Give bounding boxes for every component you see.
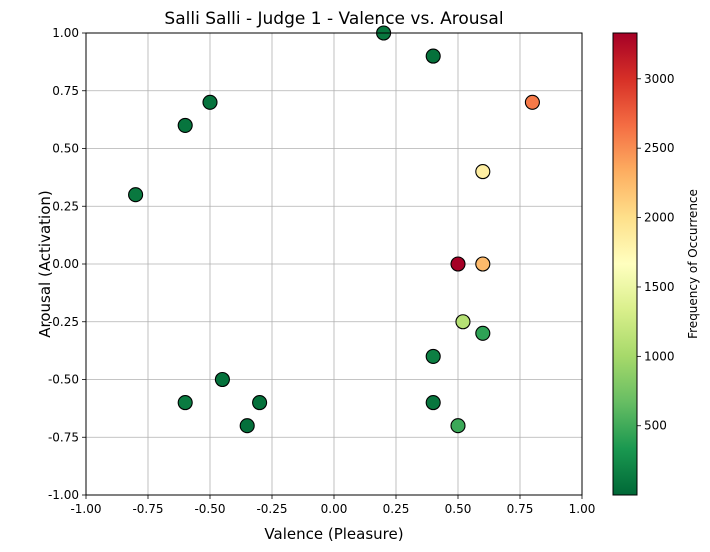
data-point <box>475 256 491 272</box>
grid-lines <box>85 32 583 496</box>
colorbar-ticks: 500 1000 1500 2000 2500 3000 <box>637 72 675 433</box>
data-point <box>239 418 255 434</box>
data-point <box>524 94 540 110</box>
data-point <box>425 48 441 64</box>
y-tick-label: 0.00 <box>52 257 79 271</box>
x-tick-label: 0.25 <box>383 502 410 516</box>
colorbar-tick-label: 1000 <box>644 349 675 363</box>
x-axis-ticks: -1.00 -0.75 -0.50 -0.25 0.00 0.25 0.50 0.75 1.00 <box>70 495 595 516</box>
chart-title: Salli Salli - Judge 1 - Valence vs. Arou… <box>164 9 503 29</box>
y-tick-label: 1.00 <box>52 26 79 40</box>
y-tick-label: 0.25 <box>52 199 79 213</box>
data-point <box>425 348 441 364</box>
colorbar <box>612 32 638 496</box>
x-tick-label: -1.00 <box>70 502 101 516</box>
colorbar-tick-label: 500 <box>644 419 667 433</box>
data-points <box>128 25 540 434</box>
colorbar-tick-label: 2500 <box>644 141 675 155</box>
x-tick-label: 0.75 <box>507 502 534 516</box>
y-tick-label: -0.25 <box>48 315 79 329</box>
y-tick-label: -1.00 <box>48 488 79 502</box>
x-tick-label: -0.50 <box>194 502 225 516</box>
x-tick-label: -0.25 <box>256 502 287 516</box>
data-point <box>455 314 471 330</box>
colorbar-tick-label: 3000 <box>644 72 675 86</box>
x-tick-label: 0.50 <box>445 502 472 516</box>
colorbar-label: Frequency of Occurrence <box>686 189 700 339</box>
x-tick-label: 0.00 <box>321 502 348 516</box>
data-point <box>202 94 218 110</box>
x-tick-label: -0.75 <box>132 502 163 516</box>
y-tick-label: 0.50 <box>52 142 79 156</box>
data-point <box>450 418 466 434</box>
data-point <box>177 395 193 411</box>
y-tick-label: -0.50 <box>48 373 79 387</box>
data-point <box>177 117 193 133</box>
data-point <box>128 187 144 203</box>
data-point <box>475 164 491 180</box>
y-axis-ticks: -1.00 -0.75 -0.50 -0.25 0.00 0.25 0.50 0.75 1.00 <box>48 26 86 502</box>
x-tick-label: 1.00 <box>569 502 596 516</box>
x-axis-label: Valence (Pleasure) <box>264 525 403 543</box>
y-tick-label: -0.75 <box>48 430 79 444</box>
data-point <box>475 325 491 341</box>
y-axis-label: Arousal (Activation) <box>36 190 54 338</box>
data-point <box>425 395 441 411</box>
data-point <box>252 395 268 411</box>
data-point <box>214 371 230 388</box>
y-tick-label: 0.75 <box>52 84 79 98</box>
colorbar-tick-label: 2000 <box>644 211 675 225</box>
data-point <box>450 256 466 272</box>
colorbar-tick-label: 1500 <box>644 280 675 294</box>
